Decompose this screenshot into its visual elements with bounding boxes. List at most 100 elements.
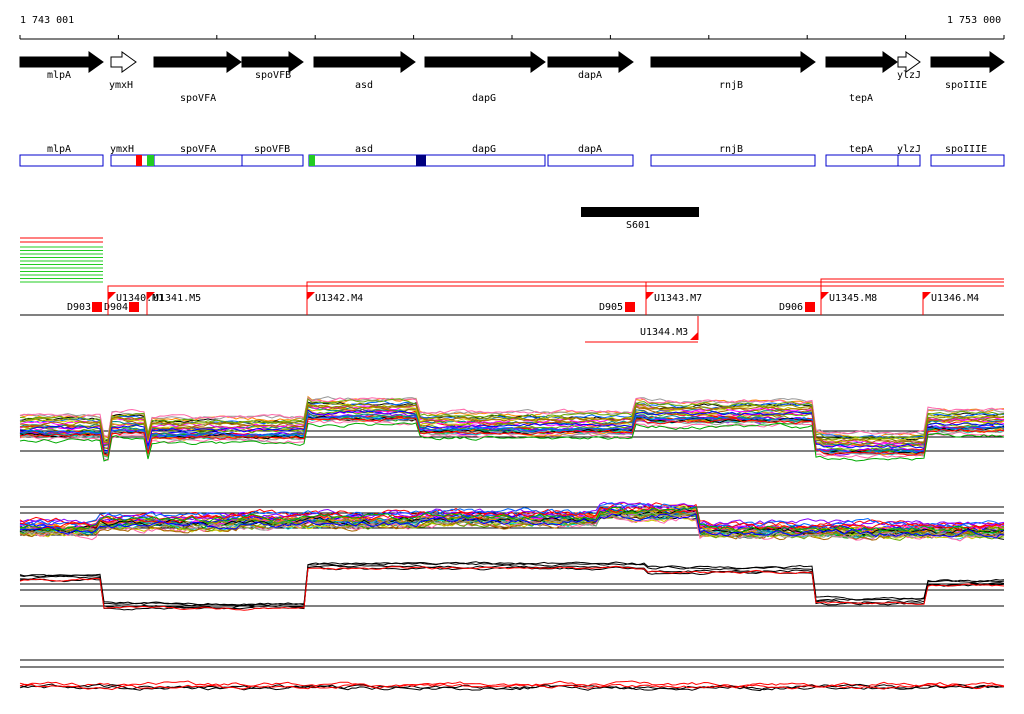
annotation-box-spoIIIE[interactable]	[930, 154, 1005, 167]
expression-track-c-profile	[20, 564, 1005, 609]
gene-arrow-mlpA[interactable]	[19, 51, 104, 73]
annotation-box-spoVFB[interactable]	[241, 154, 304, 167]
gene-label: spoVFA	[180, 93, 216, 104]
segment-bar[interactable]	[581, 207, 699, 217]
annotation-label: dapA	[578, 144, 602, 155]
gene-arrow-spoVFB[interactable]	[241, 51, 304, 73]
annotation-label: spoVFB	[254, 144, 290, 155]
gene-track: mlpA ymxH spoVFA spoVFB asd dapG dapA rnjB tepA y…	[19, 51, 1005, 104]
gene-label: rnjB	[719, 80, 743, 91]
annotation-box-spoVFA[interactable]	[153, 154, 243, 167]
annotation-label: ymxH	[110, 144, 134, 155]
expression-track-a-profile	[19, 403, 1005, 445]
gene-arrow-spoVFA[interactable]	[153, 51, 242, 73]
expression-track-a-profile	[19, 417, 1005, 457]
gene-label: dapG	[472, 93, 496, 104]
expression-track-b-profile	[19, 506, 1004, 534]
annotation-box-asd[interactable]	[308, 154, 419, 167]
annotation-label: mlpA	[47, 144, 71, 155]
expression-track-b-profile	[19, 513, 1005, 539]
gene-arrow-asd[interactable]	[313, 51, 416, 73]
downstream-marker[interactable]	[92, 302, 102, 312]
gene-arrow-dapA[interactable]	[547, 51, 634, 73]
upstream-marker-label: U1342.M4	[315, 293, 363, 304]
expression-tracks	[19, 395, 1005, 692]
gene-arrow-rnjB[interactable]	[650, 51, 816, 73]
annotation-box-mlpA[interactable]	[19, 154, 104, 167]
gene-label: mlpA	[47, 70, 71, 81]
domain-block	[309, 155, 315, 166]
expression-track-a-profile	[19, 396, 1005, 438]
annotation-box-ylzJ[interactable]	[897, 154, 921, 167]
expression-track-a-profile	[19, 411, 1005, 454]
annotation-label: tepA	[849, 144, 873, 155]
gene-arrow-spoIIIE[interactable]	[930, 51, 1005, 73]
expression-track-a-profile	[19, 395, 1005, 439]
annotation-box-tepA[interactable]	[825, 154, 899, 167]
upstream-marker[interactable]	[307, 292, 315, 300]
upstream-marker-label: U1344.M3	[640, 327, 688, 338]
downstream-marker[interactable]	[129, 302, 139, 312]
domain-block	[136, 155, 142, 166]
annotation-label: ylzJ	[897, 144, 921, 155]
expression-track-b-profile	[19, 511, 1005, 541]
expression-track-d-profile	[19, 680, 1005, 689]
downstream-marker[interactable]	[805, 302, 815, 312]
gene-label: asd	[355, 80, 373, 91]
upstream-marker[interactable]	[821, 292, 829, 300]
expression-track-c-profile	[19, 565, 1005, 611]
gene-arrow-tepA[interactable]	[825, 51, 898, 73]
downstream-marker-label: D903	[67, 302, 91, 313]
upstream-marker-label: U1343.M7	[654, 293, 702, 304]
expression-track-a-profile	[19, 404, 1005, 444]
read-stack	[20, 237, 103, 283]
expression-track-d-profile	[19, 683, 1005, 692]
upstream-marker-label: U1340.M1	[116, 293, 164, 304]
downstream-marker-label: D906	[779, 302, 803, 313]
gene-label: spoVFB	[255, 70, 291, 81]
expression-track-a-profile	[19, 402, 1005, 443]
gene-arrow-dapG[interactable]	[424, 51, 546, 73]
upstream-marker-label: U1346.M4	[931, 293, 979, 304]
upstream-marker[interactable]	[923, 292, 931, 300]
domain-block	[147, 155, 154, 166]
gene-label: dapA	[578, 70, 602, 81]
marker-guide	[820, 278, 1004, 298]
expression-track-d-profile	[19, 683, 1005, 691]
expression-track-a-profile	[19, 422, 1005, 462]
upstream-marker-label: U1341.M5	[153, 293, 201, 304]
expression-track-b-profile	[19, 515, 1005, 542]
gene-arrow-ylzJ[interactable]	[897, 51, 921, 73]
annotation-box-rnjB[interactable]	[650, 154, 816, 167]
annotation-track: mlpA ymxH spoVFA spoVFB asd dapG dapA rnjB tepA y…	[19, 144, 1005, 167]
annotation-label: asd	[355, 144, 373, 155]
downstream-marker-label: D904	[104, 302, 128, 313]
expression-track-c-profile	[19, 565, 1005, 611]
gene-label: ymxH	[109, 80, 133, 91]
coordinate-ruler: 1 743 001 1 753 000	[19, 15, 1005, 40]
annotation-label: spoIIIE	[945, 144, 987, 155]
upstream-marker[interactable]	[646, 292, 654, 300]
annotation-box-dapA[interactable]	[547, 154, 634, 167]
gene-arrow-ymxH[interactable]	[110, 51, 137, 73]
expression-track-b-profile	[19, 501, 1005, 528]
expression-track-a-profile	[19, 409, 1005, 452]
annotation-box-dapG[interactable]	[417, 154, 546, 167]
gene-label: spoIIIE	[945, 80, 987, 91]
downstream-marker-label: D905	[599, 302, 623, 313]
upstream-marker[interactable]	[108, 292, 116, 300]
upstream-marker-label: U1345.M8	[829, 293, 877, 304]
gene-label: ylzJ	[897, 70, 921, 81]
downstream-marker[interactable]	[625, 302, 635, 312]
expression-track-c-profile	[19, 561, 1005, 607]
expression-track-c-profile	[19, 561, 1005, 607]
start-coordinate: 1 743 001	[20, 15, 74, 26]
segment-track: S601	[581, 207, 699, 231]
upstream-marker[interactable]	[690, 332, 698, 340]
upstream-marker[interactable]	[147, 292, 155, 300]
expression-track-b-profile	[19, 512, 1005, 541]
expression-track-a-profile	[19, 416, 1005, 456]
expression-track-b-profile	[19, 504, 1005, 530]
